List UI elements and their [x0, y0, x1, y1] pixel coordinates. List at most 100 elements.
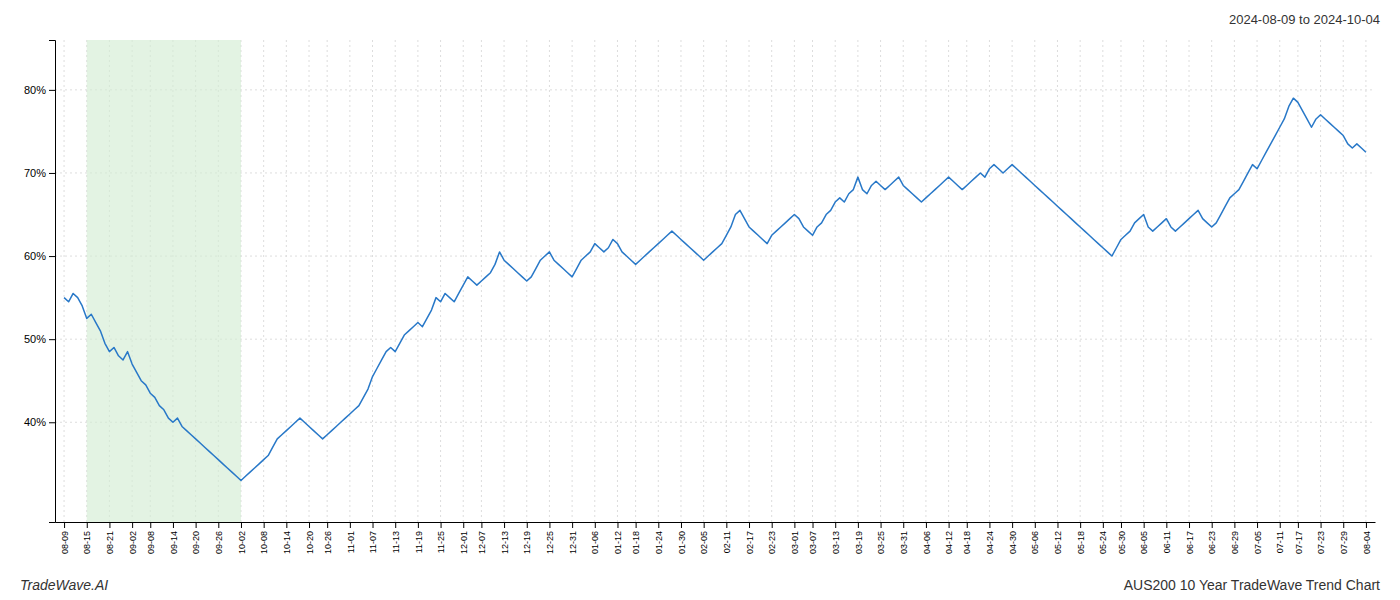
x-tick: 03-25 — [876, 522, 886, 554]
x-grid-line — [1320, 40, 1321, 522]
x-tick-mark — [1366, 522, 1367, 528]
x-tick-label: 03-01 — [790, 531, 800, 554]
x-tick-mark — [1103, 522, 1104, 528]
x-tick-label: 03-31 — [899, 531, 909, 554]
x-tick: 07-17 — [1294, 522, 1304, 554]
texts: 2024-08-09 to 2024-10-04AUS200 10 Year T… — [20, 12, 1380, 593]
x-tick-mark — [572, 522, 573, 528]
x-tick-mark — [636, 522, 637, 528]
x-tick: 12-31 — [568, 522, 578, 554]
x-tick: 08-15 — [82, 522, 92, 554]
x-tick-mark — [1234, 522, 1235, 528]
y-axis-line — [49, 41, 56, 523]
x-tick-mark — [1012, 522, 1013, 528]
x-grid-line — [549, 40, 550, 522]
x-tick: 11-01 — [345, 522, 355, 553]
x-tick-mark — [967, 522, 968, 528]
x-tick-label: 07-29 — [1339, 531, 1349, 554]
x-grid-line — [1279, 40, 1280, 522]
x-grid-line — [617, 40, 618, 522]
x-grid-line — [749, 40, 750, 522]
x-tick: 02-17 — [745, 522, 755, 554]
y-tick-label: 70% — [24, 167, 46, 179]
x-grid-line — [572, 40, 573, 522]
x-tick-mark — [441, 522, 442, 528]
y-tick: 70% — [24, 167, 55, 179]
x-tick-mark — [350, 522, 351, 528]
x-tick-mark — [527, 522, 528, 528]
grid — [55, 40, 1375, 522]
x-tick-mark — [617, 522, 618, 528]
x-tick-label: 04-12 — [944, 531, 954, 554]
x-grid-line — [903, 40, 904, 522]
x-tick-mark — [327, 522, 328, 528]
x-tick-label: 05-18 — [1076, 531, 1086, 554]
y-axis: 40%50%60%70%80% — [24, 41, 56, 523]
x-tick-label: 11-01 — [345, 531, 355, 553]
x-grid-line — [395, 40, 396, 522]
x-tick: 01-12 — [613, 522, 623, 554]
x-tick: 06-05 — [1139, 522, 1149, 554]
x-tick-label: 03-13 — [831, 531, 841, 554]
x-tick-mark — [1189, 522, 1190, 528]
x-grid-line — [703, 40, 704, 522]
x-tick-label: 05-12 — [1053, 531, 1063, 554]
x-tick: 03-31 — [899, 522, 909, 554]
x-tick-label: 06-17 — [1185, 531, 1195, 554]
x-tick-label: 08-15 — [82, 531, 92, 554]
x-tick-label: 10-26 — [323, 531, 333, 554]
x-tick: 01-24 — [654, 522, 664, 554]
x-tick: 04-18 — [962, 522, 972, 554]
y-tick: 50% — [24, 333, 55, 345]
x-grid-line — [925, 40, 926, 522]
x-tick: 11-07 — [368, 522, 378, 553]
x-tick: 09-14 — [169, 522, 179, 554]
x-tick: 04-06 — [922, 522, 932, 554]
x-tick-mark — [1298, 522, 1299, 528]
x-tick-label: 04-06 — [922, 531, 932, 554]
x-tick: 01-18 — [631, 522, 641, 554]
x-grid-line — [658, 40, 659, 522]
x-tick: 06-29 — [1230, 522, 1240, 554]
subtitle: 2024-08-09 to 2024-10-04 — [1229, 12, 1380, 27]
x-tick: 06-23 — [1207, 522, 1217, 554]
x-tick: 04-12 — [944, 522, 954, 554]
x-tick: 11-19 — [414, 522, 424, 553]
x-tick-label: 12-01 — [459, 531, 469, 554]
y-grid-line — [55, 256, 1375, 257]
x-tick: 06-11 — [1162, 522, 1172, 553]
x-tick-label: 12-31 — [568, 531, 578, 554]
x-grid-line — [1143, 40, 1144, 522]
y-tick: 60% — [24, 250, 55, 262]
x-tick: 08-09 — [60, 522, 70, 554]
y-tick-mark — [49, 90, 55, 91]
x-tick-label: 09-02 — [128, 531, 138, 554]
x-tick-mark — [173, 522, 174, 528]
x-grid-line — [1102, 40, 1103, 522]
x-grid-line — [1166, 40, 1167, 522]
x-tick-label: 07-17 — [1294, 531, 1304, 554]
x-tick-mark — [132, 522, 133, 528]
x-tick-mark — [241, 522, 242, 528]
x-tick-label: 08-09 — [60, 531, 70, 554]
y-tick-mark — [49, 256, 55, 257]
x-tick-label: 04-30 — [1008, 531, 1018, 554]
x-tick: 07-29 — [1339, 522, 1349, 554]
x-tick: 10-02 — [237, 522, 247, 554]
x-tick-mark — [1257, 522, 1258, 528]
x-grid-line — [812, 40, 813, 522]
x-tick: 04-30 — [1008, 522, 1018, 554]
x-tick-label: 05-24 — [1098, 531, 1108, 554]
x-tick: 09-08 — [146, 522, 156, 554]
x-tick-label: 09-20 — [191, 531, 201, 554]
x-tick: 09-20 — [191, 522, 201, 554]
x-grid-line — [372, 40, 373, 522]
y-tick-mark — [49, 422, 55, 423]
x-grid-line — [440, 40, 441, 522]
x-grid-line — [327, 40, 328, 522]
x-grid-line — [286, 40, 287, 522]
x-tick: 02-23 — [767, 522, 777, 554]
x-tick-label: 02-17 — [745, 531, 755, 554]
x-tick-label: 01-12 — [613, 531, 623, 554]
x-tick-mark — [395, 522, 396, 528]
